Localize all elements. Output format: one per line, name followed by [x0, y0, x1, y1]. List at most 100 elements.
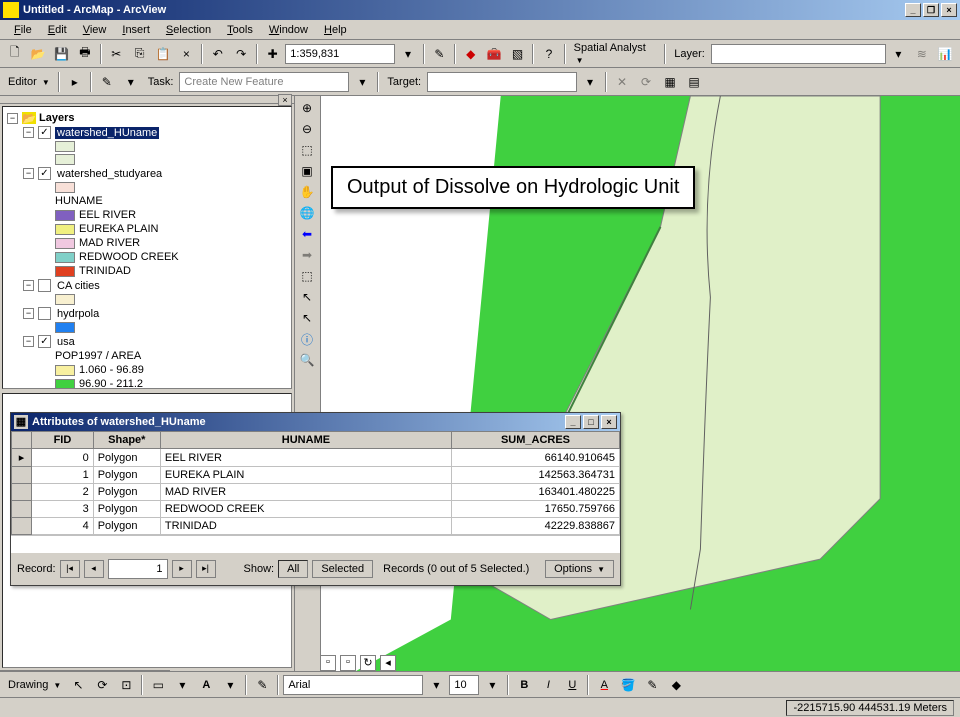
task-combo[interactable] — [179, 72, 349, 92]
table-row[interactable]: 4PolygonTRINIDAD42229.838867 — [12, 518, 620, 535]
options-button[interactable]: Options ▼ — [545, 560, 614, 578]
maximize-button[interactable]: ❐ — [923, 3, 939, 17]
table-row[interactable]: 3PolygonREDWOOD CREEK17650.759766 — [12, 501, 620, 518]
target-dropdown[interactable]: ▾ — [579, 71, 601, 93]
menu-file[interactable]: File — [6, 22, 40, 38]
target-combo[interactable] — [427, 72, 577, 92]
col-sum_acres[interactable]: SUM_ACRES — [452, 432, 620, 449]
table-row[interactable]: 1PolygonEUREKA PLAIN142563.364731 — [12, 467, 620, 484]
delete-icon[interactable]: × — [176, 43, 197, 65]
new-icon[interactable]: 🗋 — [4, 43, 25, 65]
menu-insert[interactable]: Insert — [114, 22, 158, 38]
sketch-tool-icon[interactable]: ✎ — [96, 71, 118, 93]
layer-CA cities[interactable]: CA cities — [55, 280, 102, 292]
show-all-button[interactable]: All — [278, 560, 308, 578]
layer-hydrpola[interactable]: hydrpola — [55, 308, 101, 320]
show-selected-button[interactable]: Selected — [312, 560, 373, 578]
rotate-icon[interactable]: ⟳ — [635, 71, 657, 93]
data-view-tab[interactable]: ▫ — [320, 655, 336, 671]
font-combo[interactable] — [283, 675, 423, 695]
minimize-button[interactable]: _ — [905, 3, 921, 17]
undo-icon[interactable]: ↶ — [207, 43, 228, 65]
contour-icon[interactable]: ≋ — [911, 43, 932, 65]
split-icon[interactable]: ✕ — [611, 71, 633, 93]
attributes-icon[interactable]: ▦ — [659, 71, 681, 93]
attribute-table[interactable]: FIDShape*HUNAMESUM_ACRES ▸0PolygonEEL RI… — [11, 431, 620, 535]
editor-menu[interactable]: Editor ▼ — [4, 76, 54, 88]
editor-toolbar-icon[interactable]: ✎ — [429, 43, 450, 65]
cut-icon[interactable]: ✂ — [106, 43, 127, 65]
arccatalog-icon[interactable]: ◆ — [460, 43, 481, 65]
record-input[interactable] — [108, 559, 168, 579]
fixed-zoom-in-icon[interactable]: ⬚ — [297, 140, 317, 160]
select-elements-icon[interactable]: ↖ — [297, 287, 317, 307]
help-icon[interactable]: ? — [538, 43, 559, 65]
layer-watershed_HUname[interactable]: watershed_HUname — [55, 127, 159, 139]
histogram-icon[interactable]: 📊 — [934, 43, 955, 65]
attr-maximize-button[interactable]: □ — [583, 415, 599, 429]
refresh-button[interactable]: ↻ — [360, 655, 376, 671]
layer-usa[interactable]: usa — [55, 336, 77, 348]
forward-icon[interactable]: ➡ — [297, 245, 317, 265]
toc-close-icon[interactable]: × — [278, 94, 292, 106]
font-color-button[interactable]: A — [593, 674, 615, 696]
back-icon[interactable]: ⬅ — [297, 224, 317, 244]
fill-color-button[interactable]: 🪣 — [617, 674, 639, 696]
arctoolbox-icon[interactable]: 🧰 — [483, 43, 504, 65]
task-dropdown[interactable]: ▾ — [351, 71, 373, 93]
sketch-dropdown[interactable]: ▾ — [120, 71, 142, 93]
menu-help[interactable]: Help — [316, 22, 355, 38]
full-extent-icon[interactable]: 🌐 — [297, 203, 317, 223]
pause-button[interactable]: ◂ — [380, 655, 396, 671]
underline-button[interactable]: U — [561, 674, 583, 696]
pan-icon[interactable]: ✋ — [297, 182, 317, 202]
scale-dropdown[interactable]: ▾ — [397, 43, 418, 65]
toc-tree[interactable]: −📂Layers−✓watershed_HUname−✓watershed_st… — [2, 106, 292, 389]
attribute-titlebar[interactable]: ▦ Attributes of watershed_HUname _ □ × — [11, 413, 620, 431]
print-icon[interactable]: 🖶 — [74, 43, 95, 65]
first-record-button[interactable]: |◂ — [60, 560, 80, 578]
col-shape*[interactable]: Shape* — [93, 432, 160, 449]
drawing-menu[interactable]: Drawing ▼ — [4, 679, 65, 691]
layer-dropdown[interactable]: ▾ — [888, 43, 909, 65]
scale-input[interactable] — [285, 44, 395, 64]
select-arrow-icon[interactable]: ↖ — [297, 308, 317, 328]
size-dropdown[interactable]: ▾ — [481, 674, 503, 696]
prev-record-button[interactable]: ◂ — [84, 560, 104, 578]
table-row[interactable]: 2PolygonMAD RIVER163401.480225 — [12, 484, 620, 501]
next-record-button[interactable]: ▸ — [172, 560, 192, 578]
menu-edit[interactable]: Edit — [40, 22, 75, 38]
redo-icon[interactable]: ↷ — [231, 43, 252, 65]
last-record-button[interactable]: ▸| — [196, 560, 216, 578]
col-huname[interactable]: HUNAME — [160, 432, 451, 449]
font-size-input[interactable] — [449, 675, 479, 695]
select-elements-icon[interactable]: ↖ — [67, 674, 89, 696]
map-canvas[interactable]: Output of Dissolve on Hydrologic Unit — [321, 96, 960, 690]
shape-dropdown[interactable]: ▾ — [171, 674, 193, 696]
paste-icon[interactable]: 📋 — [152, 43, 173, 65]
open-icon[interactable]: 📂 — [27, 43, 48, 65]
layout-view-tab[interactable]: ▫ — [340, 655, 356, 671]
edit-vertices-icon[interactable]: ✎ — [251, 674, 273, 696]
find-icon[interactable]: 🔍 — [297, 350, 317, 370]
table-row[interactable]: ▸0PolygonEEL RIVER66140.910645 — [12, 449, 620, 467]
spatial-analyst-label[interactable]: Spatial Analyst ▼ — [570, 42, 661, 66]
layer-combo[interactable] — [711, 44, 886, 64]
layer-watershed_studyarea[interactable]: watershed_studyarea — [55, 168, 164, 180]
text-icon[interactable]: A — [195, 674, 217, 696]
save-icon[interactable]: 💾 — [51, 43, 72, 65]
menu-selection[interactable]: Selection — [158, 22, 219, 38]
attr-close-button[interactable]: × — [601, 415, 617, 429]
font-dropdown[interactable]: ▾ — [425, 674, 447, 696]
italic-button[interactable]: I — [537, 674, 559, 696]
menu-view[interactable]: View — [75, 22, 115, 38]
marker-color-button[interactable]: ◆ — [665, 674, 687, 696]
col-fid[interactable]: FID — [32, 432, 94, 449]
select-features-icon[interactable]: ⬚ — [297, 266, 317, 286]
line-color-button[interactable]: ✎ — [641, 674, 663, 696]
fixed-zoom-out-icon[interactable]: ▣ — [297, 161, 317, 181]
menu-tools[interactable]: Tools — [219, 22, 261, 38]
bold-button[interactable]: B — [513, 674, 535, 696]
add-data-icon[interactable]: ✚ — [262, 43, 283, 65]
close-button[interactable]: × — [941, 3, 957, 17]
